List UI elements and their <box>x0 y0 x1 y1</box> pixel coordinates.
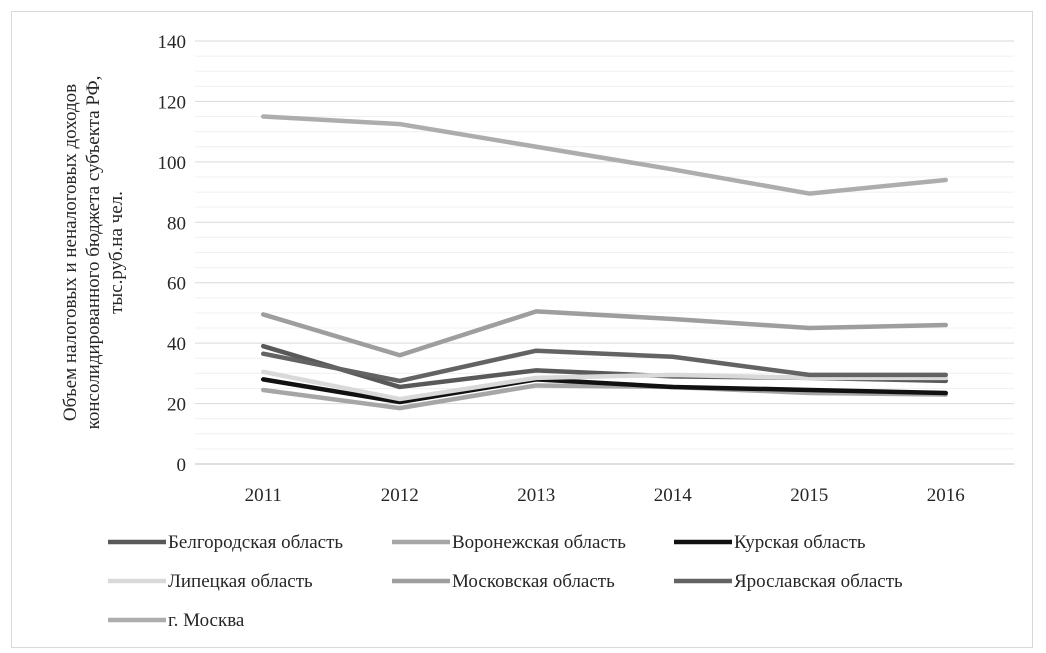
series-lines <box>261 114 948 411</box>
y-axis-title-line: консолидированного бюджета субъекта РФ, <box>83 76 104 430</box>
legend-label: Липецкая область <box>168 571 313 592</box>
legend-item: Московская область <box>392 571 615 592</box>
legend-label: Воронежская область <box>452 532 626 553</box>
legend-item: Воронежская область <box>392 532 626 553</box>
x-tick-label: 2014 <box>654 485 693 506</box>
legend-item: Курская область <box>674 532 866 553</box>
y-tick-label: 60 <box>167 274 186 295</box>
y-axis-title-line: Объем налоговых и неналоговых доходов <box>60 84 81 421</box>
x-tick-label: 2012 <box>381 485 419 506</box>
legend: Белгородская область Воронежская область К… <box>108 532 903 631</box>
y-tick-label: 20 <box>167 395 186 416</box>
x-axis-ticks: 2011 2012 2013 2014 2015 2016 <box>245 485 965 506</box>
y-axis-title-line: тыс.руб.на чел. <box>106 191 127 314</box>
series-line <box>261 114 948 196</box>
legend-item: Липецкая область <box>108 571 313 592</box>
series-line <box>261 348 948 384</box>
x-tick-label: 2013 <box>517 485 555 506</box>
series-line <box>261 383 948 411</box>
y-tick-label: 0 <box>177 455 187 476</box>
legend-item: Ярославская область <box>674 571 903 592</box>
legend-item: г. Москва <box>108 610 245 631</box>
series-line <box>261 377 948 405</box>
gridlines <box>195 40 1014 465</box>
legend-label: Ярославская область <box>734 571 903 592</box>
y-tick-label: 40 <box>167 334 186 355</box>
x-tick-label: 2016 <box>927 485 965 506</box>
x-tick-label: 2015 <box>790 485 828 506</box>
y-axis-title: Объем налоговых и неналоговых доходов кон… <box>60 76 127 430</box>
x-tick-label: 2011 <box>245 485 282 506</box>
legend-label: г. Москва <box>168 610 245 631</box>
series-line <box>261 309 948 358</box>
y-tick-label: 100 <box>158 153 187 174</box>
chart-frame: 0 20 40 60 80 100 120 140 2011 2012 2013 2014 2015 2… <box>11 11 1033 648</box>
series-line <box>261 369 948 402</box>
y-tick-label: 120 <box>158 92 187 113</box>
y-axis-ticks: 0 20 40 60 80 100 120 140 <box>158 32 187 476</box>
legend-item: Белгородская область <box>108 532 343 553</box>
legend-label: Курская область <box>734 532 866 553</box>
legend-label: Белгородская область <box>168 532 343 553</box>
legend-label: Московская область <box>452 571 615 592</box>
y-tick-label: 140 <box>158 32 187 53</box>
y-tick-label: 80 <box>167 213 186 234</box>
